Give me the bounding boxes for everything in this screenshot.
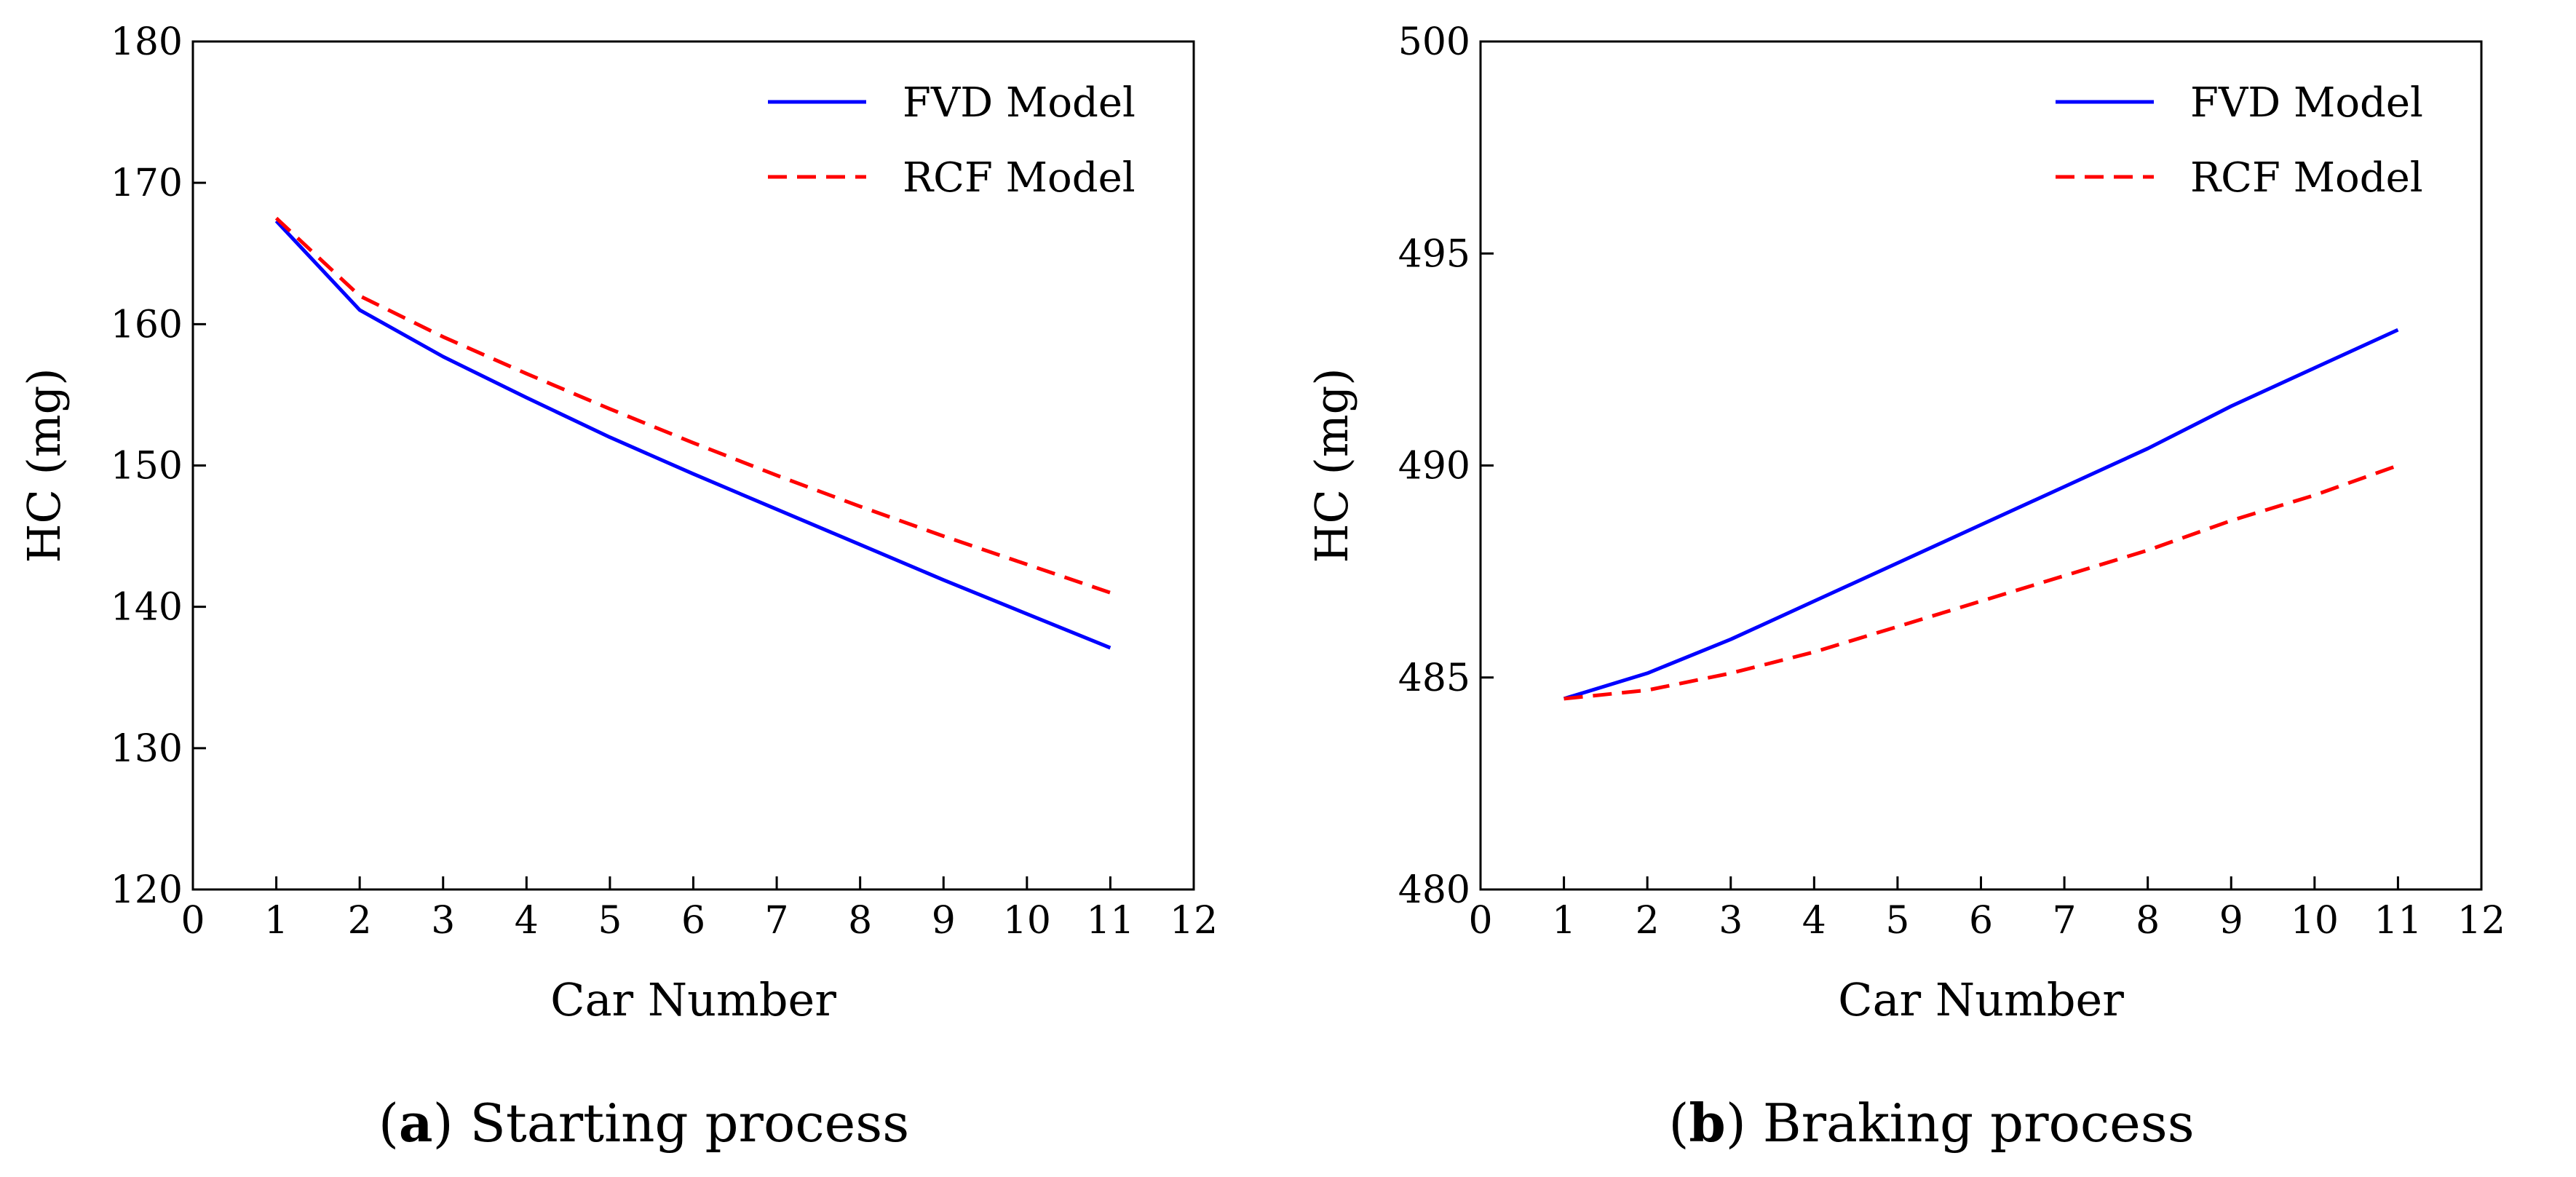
chart-a-x-tick-label: 3 xyxy=(431,899,455,943)
chart-a-x-axis-label: Car Number xyxy=(550,973,836,1026)
chart-a-y-tick-label: 160 xyxy=(111,303,183,346)
chart-b-legend-rcf-label: RCF Model xyxy=(2190,154,2423,202)
chart-b-x-tick-label: 2 xyxy=(1636,899,1660,943)
chart-b-y-tick-label: 480 xyxy=(1398,868,1470,912)
chart-a-x-tick-label: 7 xyxy=(765,899,789,943)
chart-b-x-tick-label: 11 xyxy=(2374,899,2422,943)
chart-a-series-fvd-line xyxy=(274,219,1111,650)
chart-a-x-tick-label: 11 xyxy=(1086,899,1134,943)
chart-b-x-tick-label: 8 xyxy=(2136,899,2160,943)
chart-b-y-tick-label: 490 xyxy=(1398,445,1470,488)
chart-a-x-tick-label: 9 xyxy=(932,899,956,943)
chart-b-x-tick-label: 5 xyxy=(1885,899,1909,943)
chart-b-x-tick-label: 6 xyxy=(1969,899,1993,943)
chart-b-x-tick-label: 10 xyxy=(2291,899,2339,943)
chart-a-y-tick-label: 170 xyxy=(111,162,183,205)
chart-b-series-fvd-line xyxy=(1563,328,2399,701)
chart-b-legend-fvd-label: FVD Model xyxy=(2190,79,2423,127)
chart-b-x-tick-label: 12 xyxy=(2457,899,2505,943)
caption-b: (b) Braking process xyxy=(1668,1092,2195,1154)
chart-a-y-tick-label: 180 xyxy=(111,20,183,64)
chart-b-x-tick-label: 3 xyxy=(1719,899,1743,943)
chart-a-y-tick-label: 130 xyxy=(111,727,183,771)
chart-b-y-tick-label: 485 xyxy=(1398,657,1470,700)
chart-b-x-tick-label: 9 xyxy=(2219,899,2243,943)
chart-a-y-tick-label: 140 xyxy=(111,586,183,630)
chart-a-x-tick-label: 5 xyxy=(598,899,622,943)
chart-b-x-tick-label: 4 xyxy=(1802,899,1826,943)
chart-a-series-rcf-line xyxy=(274,216,1111,595)
chart-a-x-tick-label: 8 xyxy=(848,899,872,943)
caption-a: (a) Starting process xyxy=(378,1092,910,1154)
chart-a-y-tick-label: 120 xyxy=(111,868,183,912)
chart-b-x-tick-label: 0 xyxy=(1468,899,1492,943)
caption-a-text: Starting process xyxy=(453,1093,910,1154)
chart-a-x-tick-label: 2 xyxy=(348,899,372,943)
chart-a-y-axis-label: HC (mg) xyxy=(17,368,71,563)
caption-a-letter: a xyxy=(398,1092,433,1154)
chart-b-series-rcf-line xyxy=(1564,464,2399,701)
chart-a-x-tick-label: 4 xyxy=(515,899,539,943)
chart-a-legend-fvd-label: FVD Model xyxy=(903,79,1136,127)
caption-b-text: Braking process xyxy=(1745,1093,2195,1154)
chart-a-y-tick-label: 150 xyxy=(111,445,183,488)
chart-b-x-tick-label: 7 xyxy=(2053,899,2077,943)
chart-b-y-tick-label: 500 xyxy=(1398,20,1470,64)
chart-a-x-tick-label: 6 xyxy=(681,899,705,943)
chart-b-y-axis-label: HC (mg) xyxy=(1305,368,1358,563)
chart-a-x-tick-label: 1 xyxy=(264,899,288,943)
chart-a-x-tick-label: 10 xyxy=(1003,899,1051,943)
chart-a: 0 1 2 3 4 5 6 7 8 9 10 11 12120130140150160170180Car… xyxy=(17,20,1218,1026)
chart-b-x-tick-label: 1 xyxy=(1552,899,1576,943)
caption-b-letter: b xyxy=(1689,1092,1726,1154)
chart-a-x-tick-label: 0 xyxy=(181,899,205,943)
chart-b-x-axis-label: Car Number xyxy=(1838,973,2124,1026)
chart-a-legend-rcf-label: RCF Model xyxy=(903,154,1136,202)
chart-a-x-tick-label: 12 xyxy=(1170,899,1218,943)
chart-b-y-tick-label: 495 xyxy=(1398,232,1470,276)
